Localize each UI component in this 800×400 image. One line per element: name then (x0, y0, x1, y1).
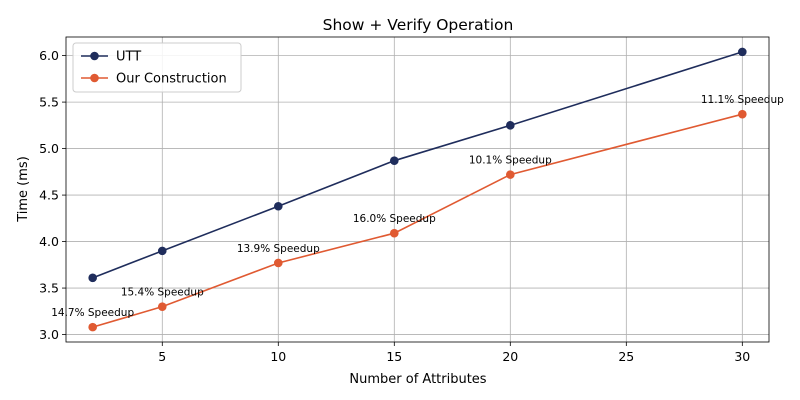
y-tick-label: 4.0 (39, 234, 59, 249)
series-1 (88, 109, 747, 332)
series-line (92, 113, 743, 328)
speedup-annotation: 13.9% Speedup (237, 243, 320, 255)
data-point (273, 258, 283, 268)
x-tick-label: 25 (618, 349, 634, 364)
data-point (389, 156, 399, 165)
legend: UTT Our Construction (72, 42, 242, 93)
grid (66, 37, 769, 342)
speedup-annotation: 16.0% Speedup (353, 213, 436, 225)
y-tick-label: 5.0 (39, 141, 59, 156)
data-point (738, 47, 747, 57)
data-point (157, 302, 167, 311)
speedup-annotation: 15.4% Speedup (121, 287, 204, 299)
legend-marker (90, 73, 99, 83)
legend-label: UTT (116, 50, 141, 65)
data-point (88, 322, 97, 332)
series-0 (88, 47, 747, 283)
series-line (92, 51, 743, 279)
x-tick-label: 10 (270, 349, 286, 364)
series-layer (88, 47, 747, 332)
data-point (506, 170, 515, 179)
y-tick-label: 5.5 (39, 95, 59, 110)
y-tick-label: 3.5 (39, 281, 59, 296)
legend-label: Our Construction (116, 72, 227, 87)
data-point (389, 228, 399, 238)
y-axis-title: Time (ms) (16, 156, 31, 223)
annotations: 14.7% Speedup 15.4% Speedup 13.9% Speedup 1… (51, 94, 784, 319)
speedup-annotation: 14.7% Speedup (51, 307, 134, 319)
x-axis-title: Number of Attributes (349, 372, 486, 387)
y-tick-label: 4.5 (39, 188, 59, 203)
data-point (157, 246, 167, 256)
data-point (506, 121, 515, 130)
x-tick-label: 30 (734, 349, 750, 364)
y-tick-label: 6.0 (39, 48, 59, 63)
y-tick-label: 3.0 (39, 327, 59, 342)
speedup-annotation: 11.1% Speedup (701, 94, 784, 106)
x-tick-label: 20 (502, 349, 518, 364)
legend-box (72, 42, 242, 93)
speedup-annotation: 10.1% Speedup (469, 155, 552, 167)
data-point (738, 109, 747, 119)
data-point (88, 273, 97, 283)
x-tick-label: 5 (158, 349, 166, 364)
legend-marker (90, 51, 99, 61)
data-point (273, 201, 283, 211)
plot-frame (65, 36, 770, 343)
x-tick-label: 15 (386, 349, 402, 364)
chart-title: Show + Verify Operation (323, 16, 514, 34)
axes: 5 10 15 20 25 30 3.0 3.5 4.0 4.5 5.0 5.5 6.0 (39, 36, 770, 364)
